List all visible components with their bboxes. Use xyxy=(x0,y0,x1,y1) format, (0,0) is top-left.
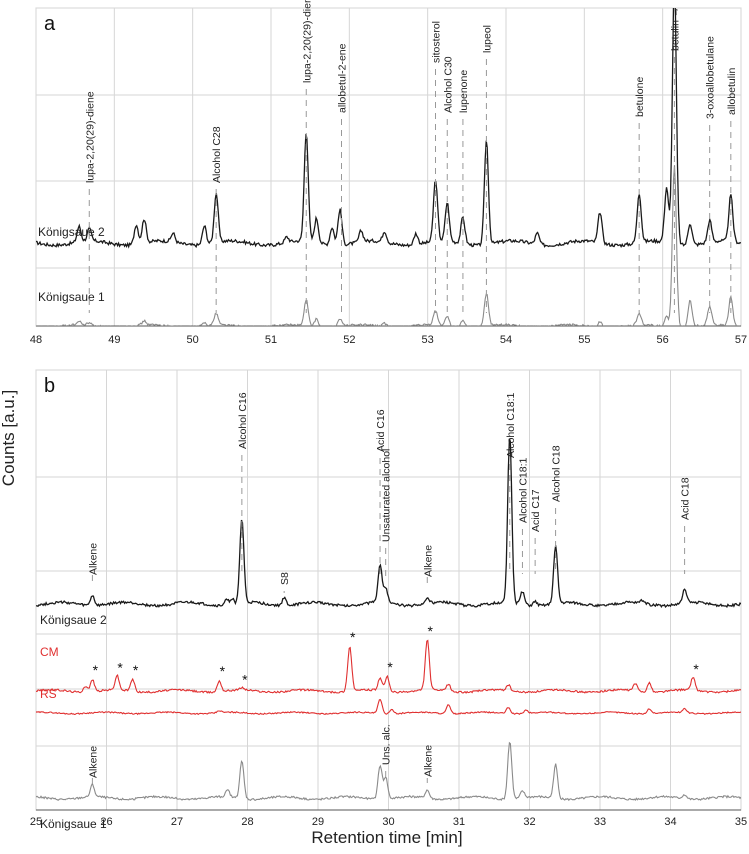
series-line-k-nigsaue-1 xyxy=(36,165,740,326)
asterisk-marker: * xyxy=(133,662,139,678)
peak-annotation: 3-oxoallobetulane xyxy=(705,36,717,119)
peak-annotation: Alcohol C18:1 xyxy=(517,457,529,523)
peak-annotation: Unsaturated alcohol xyxy=(381,449,393,542)
peak-annotation: allobetulin xyxy=(726,68,738,115)
panel-a: 48 49 50 51 52 53 54 55 56 57 a Königsaue 2 Königsau… xyxy=(30,0,747,346)
x-tick-label: 25 xyxy=(30,816,42,828)
x-tick-label: 26 xyxy=(100,816,112,828)
asterisk-marker: * xyxy=(117,660,123,676)
x-tick-label: 57 xyxy=(735,334,747,346)
x-tick-label: 35 xyxy=(735,816,747,828)
series-label: Königsaue 2 xyxy=(40,613,107,627)
x-tick-label: 50 xyxy=(187,334,199,346)
peak-annotation: Acid C18 xyxy=(680,477,692,520)
peak-annotation: lupenone xyxy=(458,70,470,113)
peak-annotation: lupeol xyxy=(481,25,493,53)
peak-annotation: Alcohol C18:1 xyxy=(505,392,517,458)
x-tick-label: 33 xyxy=(594,816,606,828)
peak-annotation: Alkene xyxy=(422,745,434,777)
x-tick-label: 48 xyxy=(30,334,42,346)
peak-annotation: Alkene xyxy=(87,543,99,575)
asterisk-marker: * xyxy=(350,629,356,645)
asterisk-marker: * xyxy=(693,661,699,677)
peak-annotation: Alcohol C16 xyxy=(237,392,249,449)
x-tick-label: 55 xyxy=(578,334,590,346)
asterisk-marker: * xyxy=(93,662,99,678)
x-tick-label: 27 xyxy=(171,816,183,828)
peak-annotation: Alcohol C18 xyxy=(551,445,563,502)
asterisk-marker: * xyxy=(387,659,393,675)
x-tick-label: 29 xyxy=(312,816,324,828)
x-tick-label: 30 xyxy=(382,816,394,828)
x-tick-label: 51 xyxy=(265,334,277,346)
peak-annotation: Uns. alc. xyxy=(381,724,393,765)
peak-annotation: Alcohol C28 xyxy=(211,126,223,183)
x-tick-label: 32 xyxy=(523,816,535,828)
x-tick-label: 56 xyxy=(657,334,669,346)
series-label: Königsaue 2 xyxy=(38,225,105,239)
series-label: Königsaue 1 xyxy=(38,290,105,304)
peak-annotation: lupa-2,20(29)-dien-28-ol xyxy=(301,0,313,83)
series-line-k-nigsaue-1 xyxy=(36,741,741,802)
peak-annotation: Acid C17 xyxy=(530,489,542,532)
peak-annotation: Alcohol C30 xyxy=(442,56,454,113)
series-label: Königsaue 1 xyxy=(40,817,107,831)
x-tick-label: 54 xyxy=(500,334,512,346)
peak-annotation: Alkene xyxy=(422,545,434,577)
peak-annotation: Alkene xyxy=(87,746,99,778)
plot-frame xyxy=(35,7,742,327)
asterisk-marker: * xyxy=(428,623,434,639)
peak-annotation: betulin → xyxy=(669,7,681,51)
panel-b: 25 26 27 28 29 30 31 32 33 34 35 b Königsaue 2 CM RS Kö… xyxy=(30,369,747,831)
peak-annotation: Acid C16 xyxy=(375,409,387,452)
peak-annotation: allobetul-2-ene xyxy=(337,43,349,113)
panel-label: a xyxy=(44,13,56,35)
x-tick-label: 52 xyxy=(343,334,355,346)
x-tick-label: 49 xyxy=(108,334,120,346)
peak-annotation: sitosterol xyxy=(431,21,443,63)
y-axis-label: Counts [a.u.] xyxy=(0,390,18,486)
x-tick-label: 31 xyxy=(453,816,465,828)
x-axis-label: Retention time [min] xyxy=(311,828,462,847)
peak-annotation: S8 xyxy=(279,572,291,585)
series-line-k-nigsaue-2 xyxy=(36,8,741,249)
series-label: CM xyxy=(40,645,59,659)
asterisk-marker: * xyxy=(242,672,248,688)
series-line-k-nigsaue-2 xyxy=(36,438,741,609)
x-tick-label: 28 xyxy=(241,816,253,828)
peak-annotation: betulone xyxy=(634,77,646,117)
series-line-rs xyxy=(36,699,741,716)
series-line-cm xyxy=(36,639,741,694)
peak-annotation: lupa-2,20(29)-diene xyxy=(84,91,96,183)
x-tick-label: 34 xyxy=(664,816,676,828)
series-label: RS xyxy=(40,687,57,701)
asterisk-marker: * xyxy=(220,663,226,679)
x-tick-label: 53 xyxy=(422,334,434,346)
panel-label: b xyxy=(44,375,55,397)
